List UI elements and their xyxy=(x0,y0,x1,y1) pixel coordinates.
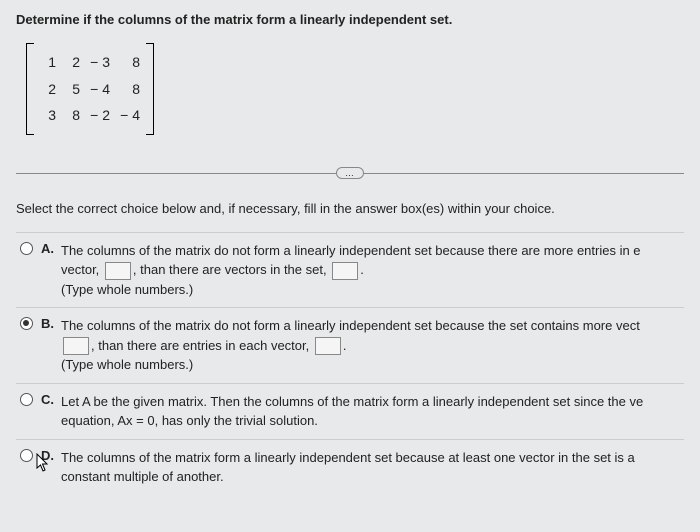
divider-ellipsis[interactable]: … xyxy=(336,167,364,179)
matrix-cell: − 2 xyxy=(84,102,114,129)
matrix-right-bracket xyxy=(146,43,154,135)
hint-text: (Type whole numbers.) xyxy=(61,357,193,372)
matrix-row: 2 5 − 4 8 xyxy=(36,76,144,103)
matrix-row: 1 2 − 3 8 xyxy=(36,49,144,76)
hint-text: (Type whole numbers.) xyxy=(61,282,193,297)
choice-letter: A. xyxy=(41,241,61,256)
matrix-cell: 8 xyxy=(60,102,84,129)
choice-text: , than there are entries in each vector, xyxy=(91,338,309,353)
choice-d[interactable]: D. The columns of the matrix form a line… xyxy=(16,439,684,495)
choice-b[interactable]: B. The columns of the matrix do not form… xyxy=(16,307,684,383)
choice-text: The columns of the matrix do not form a … xyxy=(61,318,640,333)
radio-c[interactable] xyxy=(20,393,33,406)
section-divider: … xyxy=(16,163,684,183)
matrix-cell: 2 xyxy=(36,76,60,103)
matrix-cell: 3 xyxy=(36,102,60,129)
instruction-text: Select the correct choice below and, if … xyxy=(16,201,684,216)
radio-d[interactable] xyxy=(20,449,33,462)
answer-box[interactable] xyxy=(63,337,89,355)
radio-a[interactable] xyxy=(20,242,33,255)
matrix-cell: 1 xyxy=(36,49,60,76)
matrix-left-bracket xyxy=(26,43,34,135)
choice-letter: D. xyxy=(41,448,61,463)
choice-text: The columns of the matrix form a linearl… xyxy=(61,450,635,485)
choice-letter: C. xyxy=(41,392,61,407)
answer-box[interactable] xyxy=(332,262,358,280)
choice-body: The columns of the matrix do not form a … xyxy=(61,241,680,300)
choice-text: vector, xyxy=(61,262,99,277)
question-prompt: Determine if the columns of the matrix f… xyxy=(16,12,684,27)
choice-text: equation, Ax = 0, has only the trivial s… xyxy=(61,413,318,428)
matrix-row: 3 8 − 2 − 4 xyxy=(36,102,144,129)
matrix-cell: − 4 xyxy=(114,102,144,129)
choice-letter: B. xyxy=(41,316,61,331)
matrix-cell: 8 xyxy=(114,76,144,103)
answer-box[interactable] xyxy=(315,337,341,355)
radio-b[interactable] xyxy=(20,317,33,330)
answer-box[interactable] xyxy=(105,262,131,280)
choice-text: . xyxy=(360,262,364,277)
choice-text: The columns of the matrix do not form a … xyxy=(61,243,641,258)
matrix-cell: 8 xyxy=(114,49,144,76)
matrix: 1 2 − 3 8 2 5 − 4 8 3 8 − 2 − 4 xyxy=(26,43,154,135)
choice-body: Let A be the given matrix. Then the colu… xyxy=(61,392,680,431)
choice-body: The columns of the matrix do not form a … xyxy=(61,316,680,375)
choice-c[interactable]: C. Let A be the given matrix. Then the c… xyxy=(16,383,684,439)
matrix-cell: − 3 xyxy=(84,49,114,76)
choice-text: , than there are vectors in the set, xyxy=(133,262,327,277)
choice-body: The columns of the matrix form a linearl… xyxy=(61,448,680,487)
choice-text: . xyxy=(343,338,347,353)
matrix-cell: 5 xyxy=(60,76,84,103)
choice-a[interactable]: A. The columns of the matrix do not form… xyxy=(16,232,684,308)
choice-text: Let A be the given matrix. Then the colu… xyxy=(61,394,643,409)
matrix-cell: 2 xyxy=(60,49,84,76)
matrix-cell: − 4 xyxy=(84,76,114,103)
